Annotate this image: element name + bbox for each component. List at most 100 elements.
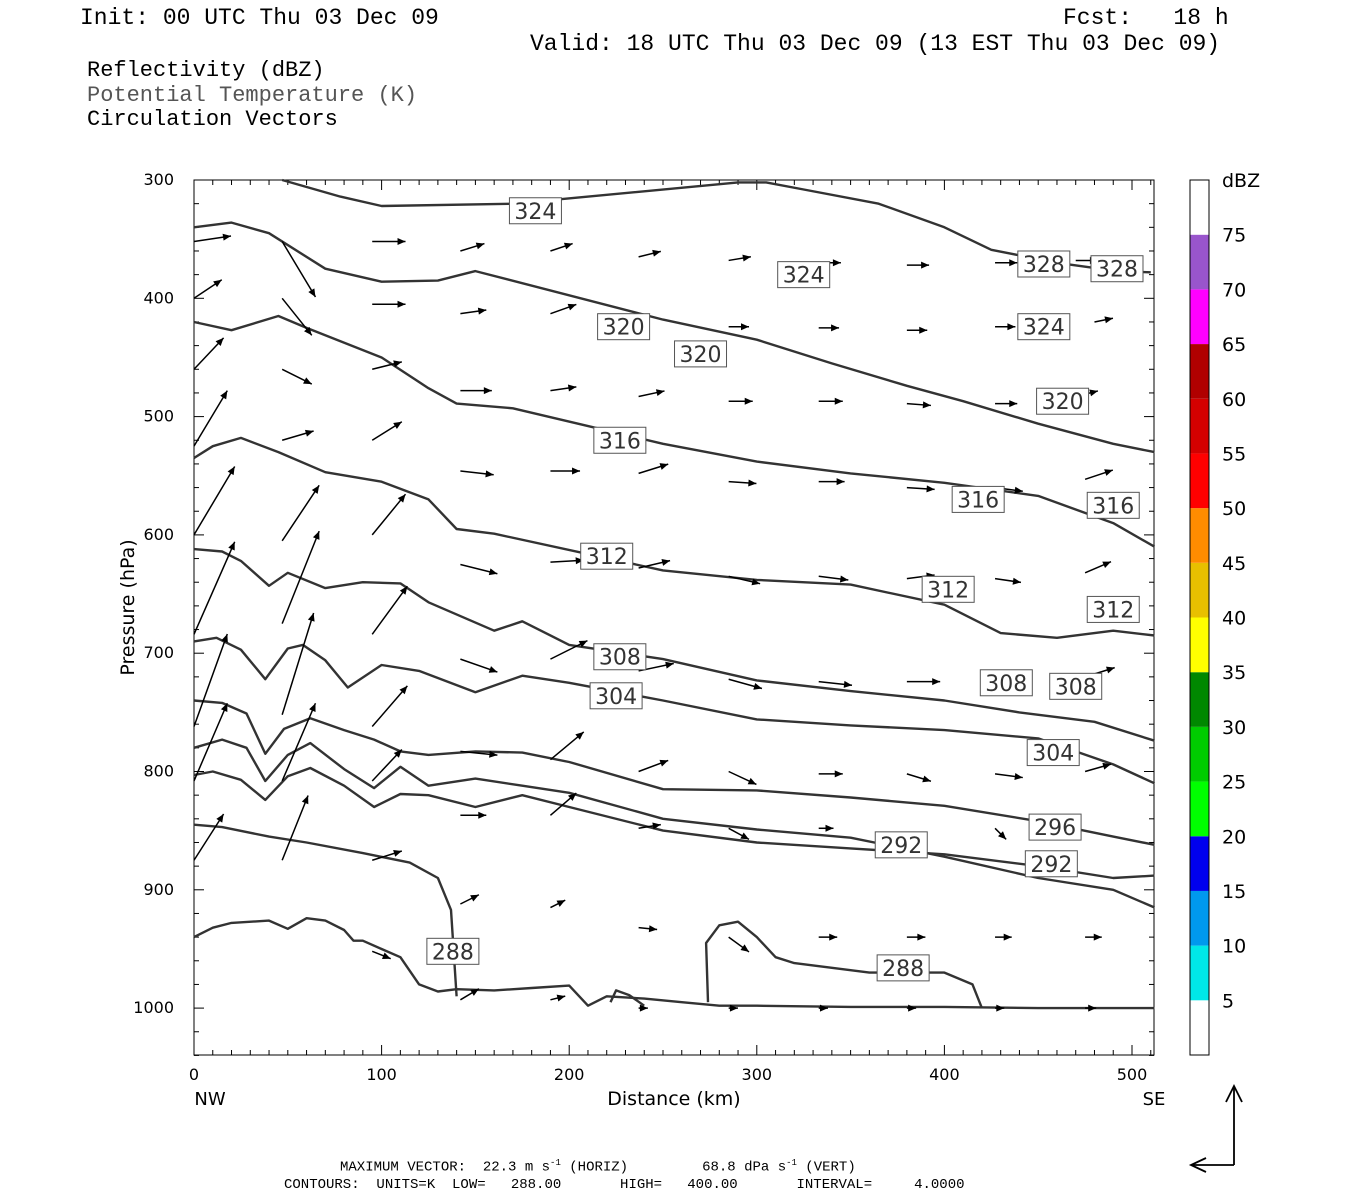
circulation-vector [460, 658, 498, 673]
colorbar-label: 5 [1222, 990, 1234, 1012]
circulation-vector [906, 773, 932, 783]
contour-label: 324 [1017, 313, 1071, 341]
circulation-vector [638, 925, 658, 933]
contour-label: 324 [508, 197, 562, 225]
circulation-vector [818, 933, 838, 941]
circulation-vector [371, 585, 408, 635]
x-tick-label: 0 [189, 1065, 199, 1084]
isentrope-line [193, 221, 1155, 454]
contour-label: 312 [921, 575, 975, 603]
contour-label: 308 [1049, 672, 1103, 700]
circulation-vector [818, 478, 845, 486]
circulation-vector [193, 279, 223, 299]
svg-text:304: 304 [595, 685, 637, 710]
circulation-vector [372, 360, 403, 371]
contour-label: 312 [580, 542, 634, 570]
circulation-vector [728, 1004, 738, 1012]
contour-label: 324 [777, 261, 831, 289]
legend-circulation-vectors: Circulation Vectors [87, 107, 338, 132]
colorbar-swatch [1190, 180, 1209, 235]
circulation-vector [371, 748, 403, 782]
y-tick-label: 800 [143, 762, 174, 781]
circulation-vector [281, 795, 309, 861]
circulation-vector [728, 479, 757, 487]
svg-text:288: 288 [882, 957, 924, 982]
circulation-vector [1084, 762, 1112, 773]
circulation-vector [818, 770, 843, 778]
colorbar-label: 25 [1222, 772, 1246, 794]
svg-text:296: 296 [1034, 816, 1076, 841]
circulation-vector [638, 559, 671, 569]
circulation-vector [550, 994, 566, 1002]
circulation-vector [638, 249, 661, 258]
svg-text:292: 292 [880, 834, 922, 859]
circulation-vector [728, 575, 761, 586]
svg-text:316: 316 [1092, 494, 1134, 519]
colorbar-swatch [1190, 890, 1209, 946]
plot-frame [193, 179, 1155, 1056]
colorbar-swatch [1190, 672, 1209, 727]
circulation-vector [818, 324, 840, 332]
circulation-vector [995, 1004, 1005, 1012]
contour-label: 312 [1086, 595, 1140, 623]
contour-label: 292 [874, 831, 928, 859]
circulation-vector [371, 950, 391, 960]
colorbar-label: 50 [1222, 498, 1246, 520]
circulation-vector [906, 261, 930, 269]
init-time: Init: 00 UTC Thu 03 Dec 09 [80, 5, 439, 31]
circulation-vector [371, 421, 403, 441]
isentrope-line [193, 917, 1155, 1010]
isentrope-line [704, 920, 984, 1009]
legend-potential-temperature: Potential Temperature (K) [87, 83, 418, 108]
svg-text:308: 308 [1055, 675, 1097, 700]
circulation-vector [460, 387, 492, 395]
circulation-vector [371, 493, 407, 536]
circulation-vector [728, 323, 750, 331]
isentrope-line [609, 989, 645, 1007]
colorbar-label: 30 [1222, 717, 1246, 739]
contour-label: 320 [674, 340, 728, 368]
circulation-vector [193, 702, 228, 782]
colorbar-title: dBZ [1222, 170, 1260, 192]
circulation-vector [638, 463, 669, 475]
contour-label: 328 [1017, 250, 1071, 278]
colorbar-swatch [1190, 508, 1209, 563]
colorbar-label: 55 [1222, 443, 1246, 465]
circulation-vector [728, 397, 753, 405]
circulation-vector [818, 824, 834, 832]
colorbar-swatch [1190, 344, 1209, 399]
circulation-vector [550, 467, 581, 475]
x-tick-label: 500 [1117, 1065, 1148, 1084]
circulation-vector [1084, 560, 1112, 574]
x-tick-label: 200 [554, 1065, 585, 1084]
svg-text:312: 312 [927, 578, 969, 603]
circulation-vector [460, 811, 487, 819]
circulation-vector [193, 390, 228, 447]
valid-time: Valid: 18 UTC Thu 03 Dec 09 (13 EST Thu … [530, 31, 1221, 57]
circulation-vector [281, 530, 320, 624]
circulation-vector [460, 894, 480, 905]
circulation-vector [460, 563, 498, 576]
colorbar-swatch [1190, 453, 1209, 509]
circulation-vector [460, 242, 485, 252]
colorbar-swatch [1190, 234, 1209, 290]
circulation-vector [1094, 316, 1114, 324]
circulation-vector [818, 680, 853, 688]
svg-text:324: 324 [783, 264, 825, 289]
contour-label: 316 [1086, 491, 1140, 519]
circulation-vector [193, 466, 236, 536]
colorbar-swatch [1190, 945, 1209, 1001]
isentrope-line [193, 699, 1155, 846]
circulation-vector [460, 750, 498, 758]
circulation-vector [550, 384, 577, 392]
y-axis-label: Pressure (hPa) [117, 539, 139, 675]
colorbar-label: 20 [1222, 826, 1246, 848]
circulation-vector [995, 259, 1018, 267]
colorbar-swatch [1190, 726, 1209, 782]
circulation-vector [995, 323, 1016, 331]
svg-text:316: 316 [957, 488, 999, 513]
circulation-vector [281, 368, 313, 385]
contour-label: 308 [593, 643, 647, 671]
circulation-vector [1085, 1004, 1097, 1012]
legend-reflectivity: Reflectivity (dBZ) [87, 58, 325, 83]
